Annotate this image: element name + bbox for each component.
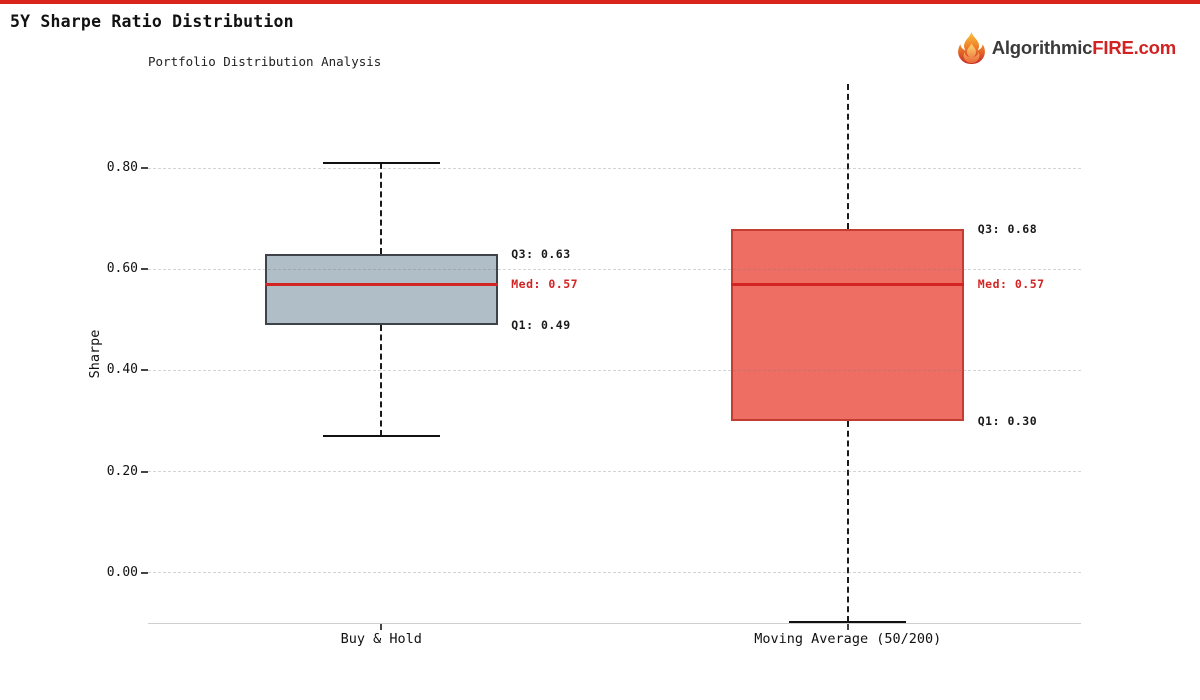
median-line bbox=[264, 282, 498, 287]
whisker-lower bbox=[846, 421, 849, 622]
y-axis-label: Sharpe bbox=[87, 329, 103, 379]
y-tick-mark bbox=[141, 470, 148, 473]
x-category-label: Buy & Hold bbox=[340, 631, 422, 647]
annotation-med: Med: 0.57 bbox=[977, 277, 1045, 292]
x-tick-mark bbox=[846, 624, 849, 630]
whisker-cap-lower bbox=[789, 620, 907, 623]
whisker-cap-upper bbox=[322, 161, 440, 164]
page-title: 5Y Sharpe Ratio Distribution bbox=[10, 12, 294, 31]
y-tick-label: 0.60 bbox=[106, 261, 138, 277]
gridline bbox=[148, 471, 1081, 473]
brand-text: AlgorithmicFIRE.com bbox=[991, 37, 1177, 59]
y-tick-label: 0.00 bbox=[106, 564, 138, 580]
y-tick-mark bbox=[141, 268, 148, 271]
whisker-upper bbox=[380, 162, 383, 255]
y-tick-mark bbox=[141, 167, 148, 169]
y-tick-mark bbox=[141, 369, 148, 372]
gridline bbox=[148, 268, 1081, 270]
annotation-q1: Q1: 0.49 bbox=[511, 317, 571, 332]
whisker-lower bbox=[380, 324, 383, 437]
annotation-q3: Q3: 0.63 bbox=[511, 247, 571, 262]
y-tick-mark bbox=[141, 571, 148, 574]
whisker-cap-lower bbox=[322, 435, 440, 438]
brand-text-primary: Algorithmic bbox=[991, 37, 1093, 58]
brand-logo[interactable]: AlgorithmicFIRE.com bbox=[956, 30, 1176, 66]
flame-icon bbox=[956, 31, 987, 65]
brand-text-accent: FIRE.com bbox=[1092, 37, 1176, 58]
annotation-q3: Q3: 0.68 bbox=[977, 221, 1038, 236]
y-tick-label: 0.80 bbox=[106, 160, 138, 175]
plot-area: Q3: 0.63 Med: 0.57 Q1: 0.49 Q3: 0.68 Med: 0.… bbox=[148, 84, 1081, 624]
x-category-label: Moving Average (50/200) bbox=[754, 631, 942, 647]
gridline bbox=[148, 167, 1081, 169]
box-buy-hold bbox=[264, 254, 498, 325]
whisker-upper bbox=[846, 84, 849, 229]
gridline bbox=[148, 369, 1081, 371]
chart-subtitle: Portfolio Distribution Analysis bbox=[148, 54, 382, 69]
box-moving-average bbox=[731, 228, 965, 422]
annotation-q1: Q1: 0.30 bbox=[977, 414, 1038, 429]
annotation-med: Med: 0.57 bbox=[511, 277, 579, 292]
x-tick-mark bbox=[380, 624, 383, 630]
top-accent-bar bbox=[0, 0, 1200, 4]
y-tick-label: 0.40 bbox=[106, 362, 138, 378]
median-line bbox=[731, 282, 965, 287]
y-tick-label: 0.20 bbox=[106, 463, 138, 479]
gridline bbox=[148, 572, 1081, 574]
